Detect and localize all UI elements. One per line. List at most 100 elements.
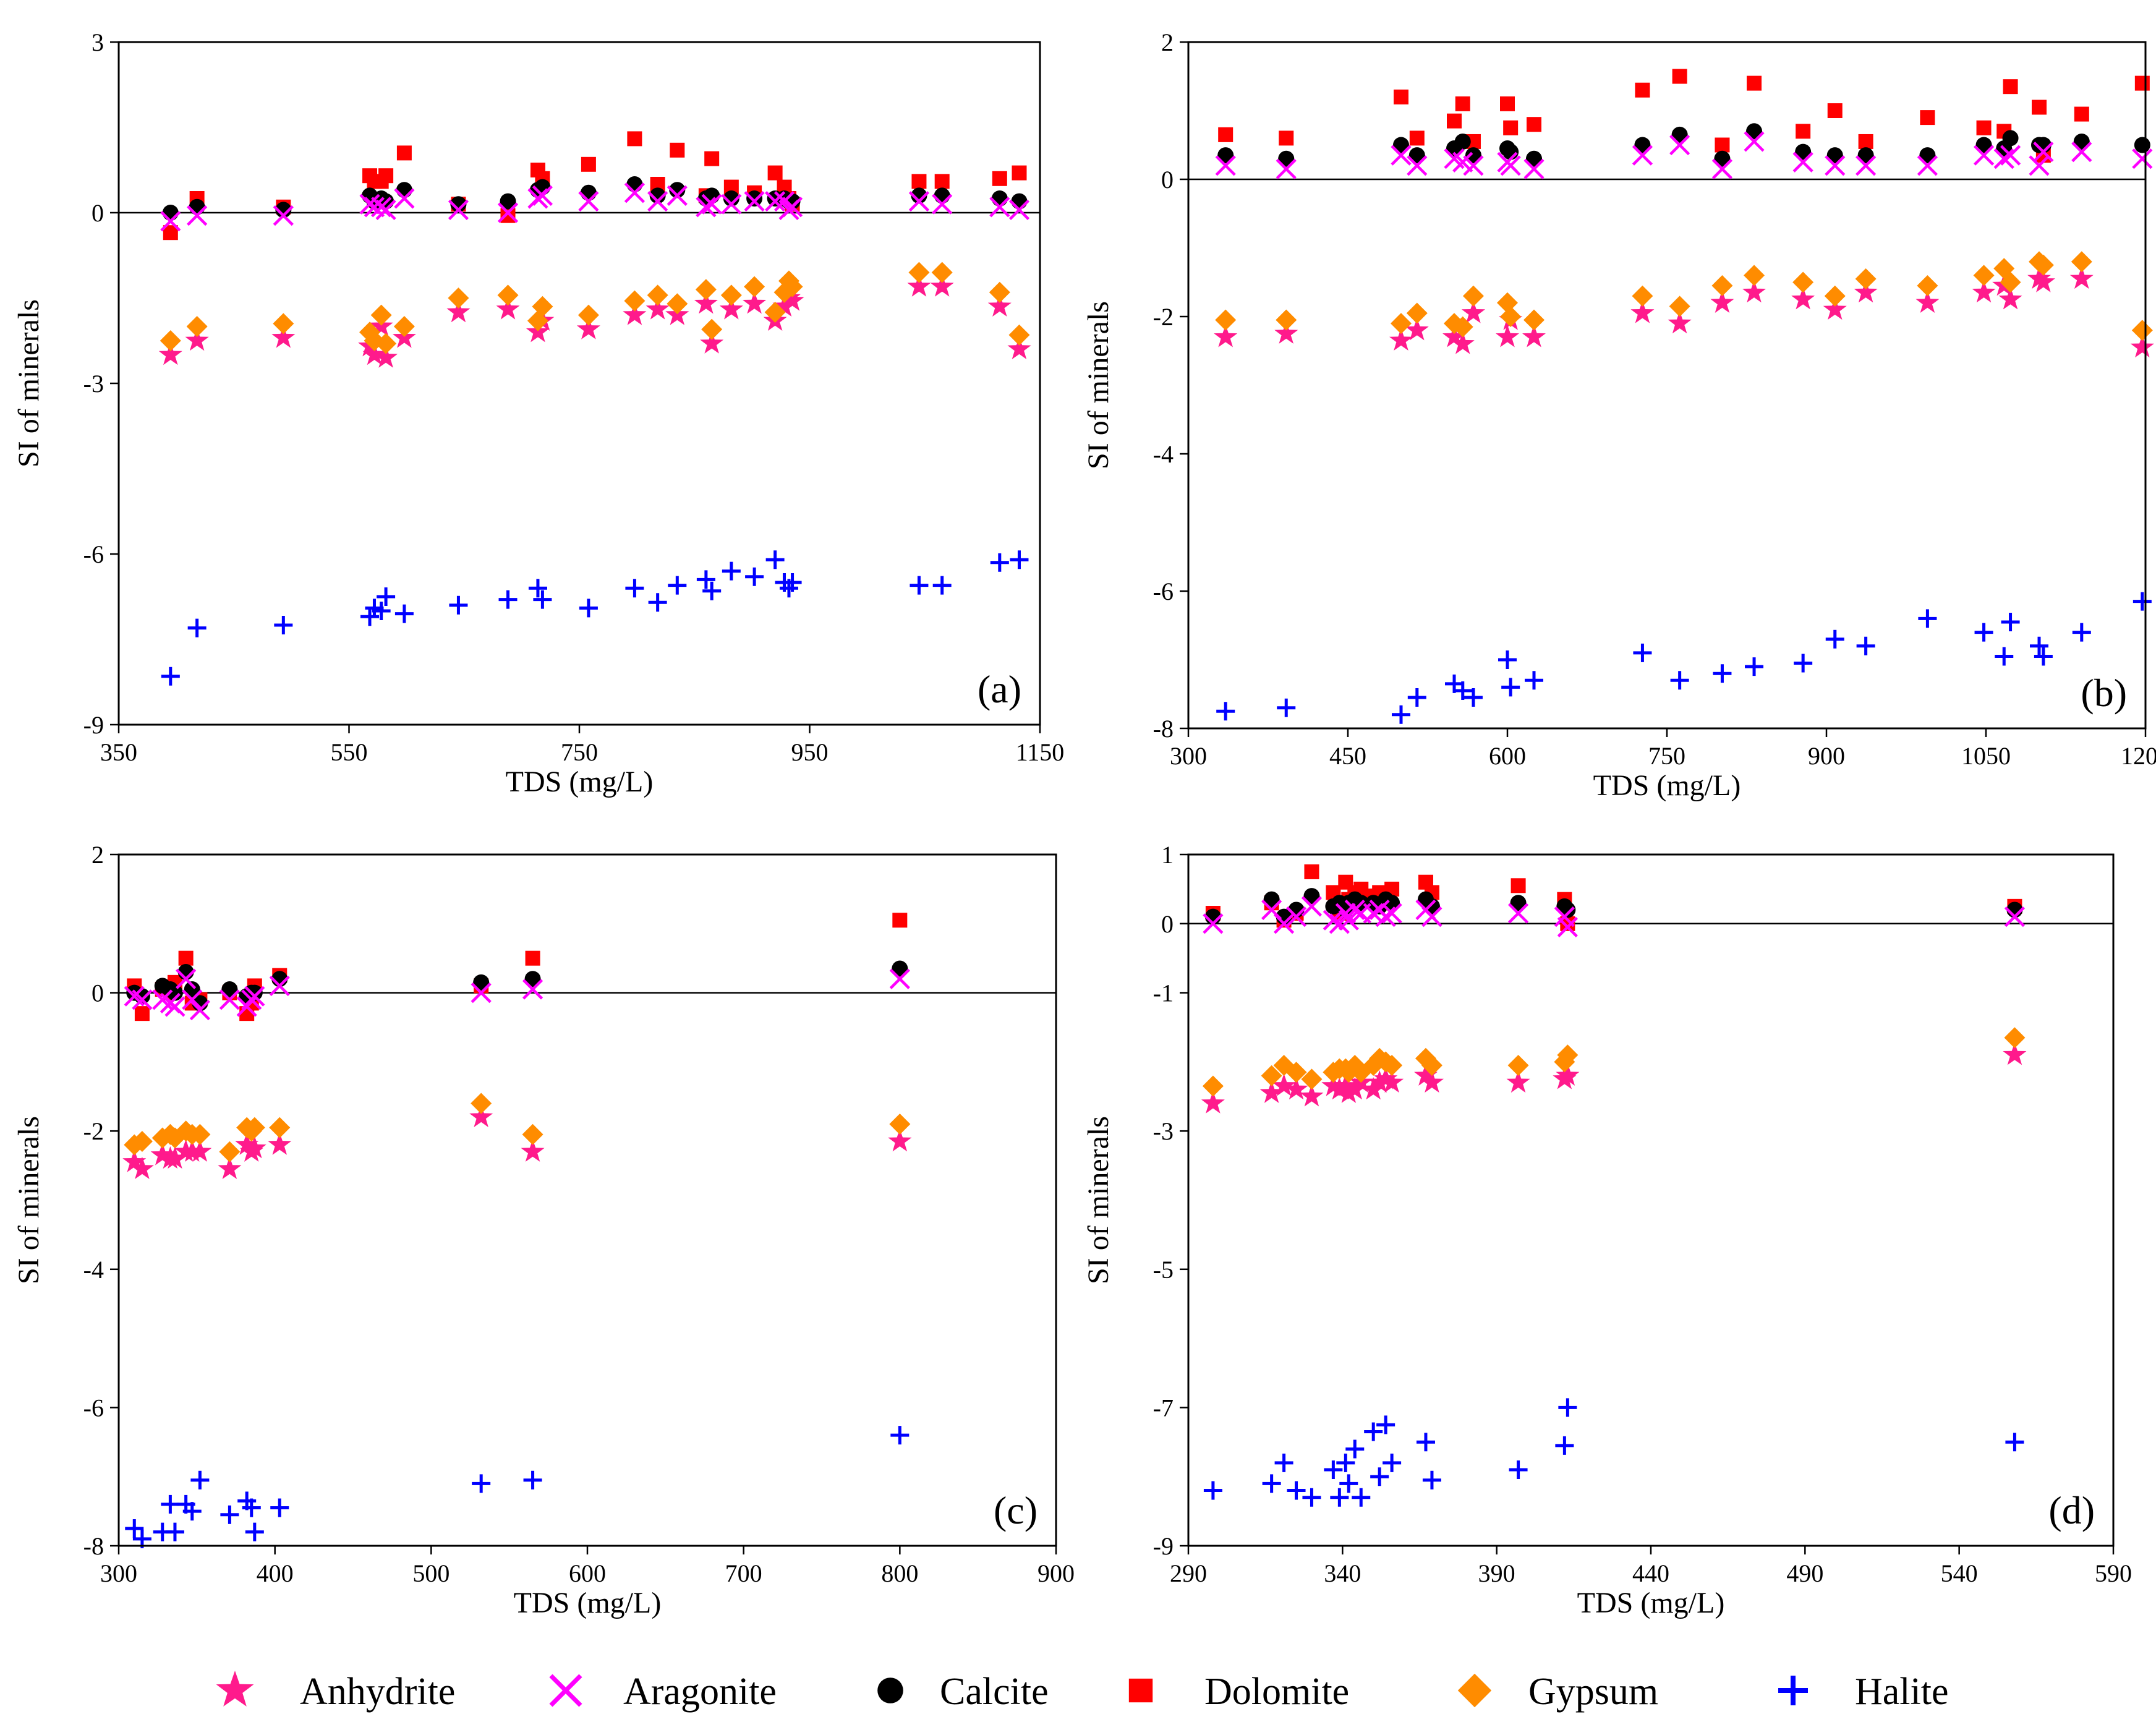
gypsum-point [744, 276, 765, 297]
aragonite-point [1203, 913, 1224, 934]
x-tick-label: 800 [881, 1559, 918, 1587]
halite-point [1216, 702, 1235, 721]
anhydrite-point [1522, 325, 1546, 347]
halite-point [1010, 550, 1029, 569]
calcite-point [1303, 888, 1320, 905]
halite-point [1336, 1453, 1355, 1472]
anhydrite-point [1972, 280, 1996, 303]
aragonite-point [2033, 142, 2054, 163]
y-tick-label: -9 [1153, 1532, 1174, 1560]
halite-point [765, 550, 785, 569]
x-tick-label: 450 [1329, 742, 1366, 770]
x-tick-label: 600 [1489, 742, 1526, 770]
gypsum-point [701, 318, 723, 340]
halite-point [1287, 1481, 1306, 1500]
anhydrite-point [235, 1132, 259, 1155]
aragonite-point [744, 191, 765, 212]
anhydrite-point [271, 325, 296, 348]
gypsum-point [131, 1130, 153, 1152]
anhydrite-point [1368, 1070, 1392, 1093]
dolomite-point [1455, 96, 1470, 111]
halite-point [165, 1522, 184, 1541]
legend-item-gypsum: Gypsum [1457, 1671, 1658, 1713]
series-halite [1203, 1398, 2024, 1507]
calcite-point [450, 196, 467, 213]
aragonite-point [164, 996, 185, 1017]
halite-point [161, 667, 180, 686]
x-tick-label: 1150 [1016, 738, 1065, 766]
y-tick-label: -3 [1153, 1117, 1174, 1145]
y-tick-label: -2 [1153, 303, 1174, 331]
calcite-point [991, 190, 1008, 207]
gypsum-point [782, 276, 803, 297]
anhydrite-point [362, 343, 386, 365]
aragonite-point [1421, 906, 1442, 927]
series-anhydrite [1201, 1042, 2027, 1114]
halite-point [1407, 688, 1426, 707]
dolomite-point [704, 151, 720, 166]
aragonite-point [932, 194, 953, 215]
calcite-point [649, 187, 666, 204]
halite-point [1453, 681, 1472, 700]
aragonite-point [2000, 145, 2021, 166]
halite-point [270, 1498, 289, 1517]
panel-b: 300 450 600 750 900 1050 1200 -8 -6 -4 -2 0 2 TDS (mg… [1082, 28, 2156, 802]
anhydrite-point [1742, 280, 1766, 303]
halite-point [1324, 1460, 1343, 1480]
gypsum-point [1202, 1075, 1224, 1097]
x-tick-label: 1050 [1961, 742, 2011, 770]
aragonite-point [1407, 155, 1428, 176]
calcite-point [1217, 147, 1234, 164]
dolomite-point [1447, 113, 1462, 129]
y-tick-label: 0 [1161, 166, 1174, 194]
x-tick-label: 590 [2095, 1559, 2132, 1587]
dolomite-point [396, 145, 412, 161]
anhydrite-point [188, 1139, 212, 1162]
anhydrite-point [646, 297, 670, 320]
halite-point [1392, 705, 1410, 724]
legend-label: Halite [1855, 1671, 1949, 1713]
x-tick-label: 900 [1808, 742, 1845, 770]
panels: 350 550 750 950 1150 -9 -6 -3 0 3 TDS (mg/L) SI of … [12, 28, 2156, 1619]
dolomite-point [1672, 69, 1687, 84]
aragonite-point [2004, 906, 2026, 927]
plot-frame [1187, 853, 2115, 1547]
anhydrite-point [1414, 1063, 1438, 1086]
calcite-point [1465, 147, 1481, 164]
dolomite-point [670, 142, 685, 158]
calcite-point [1634, 137, 1651, 153]
dolomite-point [1510, 878, 1526, 893]
halite-point [745, 567, 764, 586]
aragonite-point [394, 188, 415, 209]
halite-point [220, 1505, 239, 1524]
dolomite-point [134, 1006, 150, 1021]
dolomite-point [1304, 864, 1319, 879]
halite-point [187, 618, 207, 637]
y-tick-label: 0 [92, 199, 104, 227]
calcite-point [1826, 147, 1843, 164]
aragonite-point [1381, 903, 1402, 924]
gypsum-point [908, 262, 930, 283]
gypsum-point [2000, 271, 2021, 293]
anhydrite-point [1201, 1091, 1225, 1114]
y-tick-label: -1 [1153, 979, 1174, 1007]
halite-point [372, 602, 391, 620]
gypsum-point [1855, 268, 1877, 289]
anhydrite-point [1374, 1067, 1398, 1089]
halite-point [2133, 592, 2152, 611]
anhydrite-point [780, 288, 804, 311]
halite-point [182, 1502, 202, 1521]
y-tick-label: 2 [1161, 28, 1174, 56]
halite-point [274, 616, 293, 634]
aragonite-point [1711, 158, 1733, 179]
gypsum-point [1008, 324, 1030, 346]
halite-point [990, 553, 1009, 572]
x-tick-label: 300 [100, 1559, 137, 1587]
aragonite-point [497, 202, 519, 223]
gypsum-point [471, 1093, 492, 1114]
gypsum-point [1276, 309, 1297, 331]
dolomite-point [581, 156, 596, 172]
halite-point [910, 576, 929, 595]
x-tick-label: 700 [725, 1559, 762, 1587]
